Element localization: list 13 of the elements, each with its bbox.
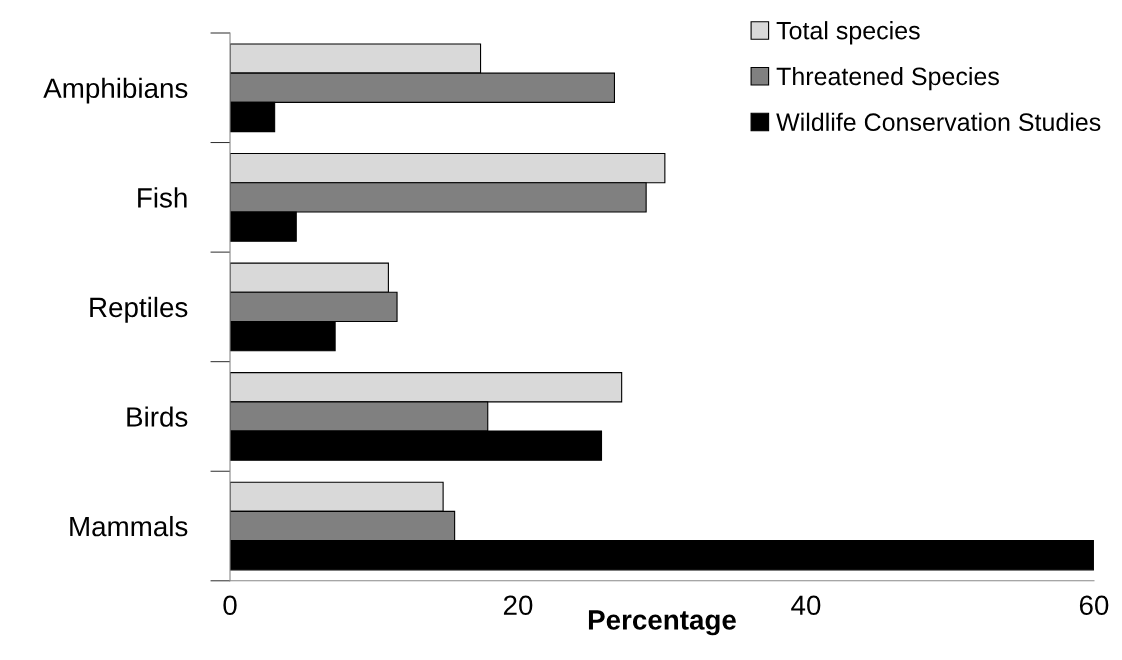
x-tick-label: 40	[791, 595, 821, 616]
legend-label: Wildlife Conservation Studies	[776, 112, 1101, 132]
legend-label: Total species	[776, 21, 920, 45]
legend-label: Threatened Species	[776, 66, 999, 91]
y-tick-label: Amphibians	[43, 77, 188, 104]
y-tick-label: Fish	[138, 187, 187, 208]
y-tick-label: Reptiles	[90, 296, 188, 323]
y-tick-label: Mammals	[70, 515, 188, 537]
x-tick-label: 20	[503, 595, 533, 616]
x-axis-title: Percentage	[588, 610, 736, 636]
y-tick-label: Birds	[127, 406, 188, 427]
x-tick-label: 0	[223, 595, 237, 616]
x-tick-label: 60	[1079, 595, 1109, 616]
